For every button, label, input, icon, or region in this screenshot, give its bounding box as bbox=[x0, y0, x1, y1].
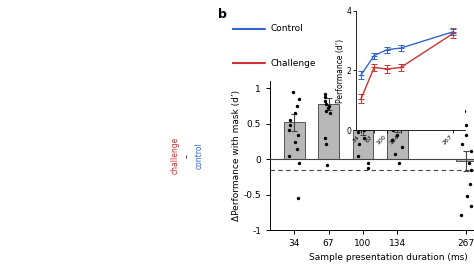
Text: b: b bbox=[218, 8, 227, 21]
Point bbox=[460, 109, 468, 113]
Point bbox=[321, 99, 329, 103]
Point bbox=[463, 194, 471, 198]
Point bbox=[294, 196, 301, 201]
Bar bbox=[318, 104, 339, 159]
Point bbox=[465, 161, 473, 165]
Point bbox=[285, 154, 293, 158]
Bar bbox=[387, 125, 408, 159]
Point bbox=[467, 203, 474, 208]
Point bbox=[292, 140, 299, 144]
Point bbox=[323, 163, 331, 167]
Point bbox=[388, 137, 396, 142]
Text: –: – bbox=[183, 154, 191, 158]
Point bbox=[295, 97, 303, 101]
Point bbox=[356, 141, 363, 146]
Point bbox=[285, 127, 293, 132]
Point bbox=[392, 111, 399, 115]
Text: Challenge: Challenge bbox=[270, 59, 316, 68]
Point bbox=[393, 132, 401, 137]
Point bbox=[459, 141, 466, 146]
Text: control: control bbox=[195, 143, 203, 169]
Point bbox=[360, 136, 368, 140]
Text: challenge: challenge bbox=[171, 137, 180, 175]
Point bbox=[326, 111, 334, 115]
Point bbox=[466, 182, 474, 186]
Point bbox=[356, 118, 364, 122]
Bar bbox=[456, 159, 474, 161]
Point bbox=[395, 161, 403, 165]
Point bbox=[463, 123, 470, 127]
Point bbox=[321, 95, 329, 99]
Point bbox=[324, 106, 332, 111]
Point bbox=[398, 144, 406, 149]
Point bbox=[463, 132, 470, 137]
Bar bbox=[284, 122, 304, 159]
Point bbox=[359, 123, 367, 127]
Point bbox=[322, 141, 330, 146]
Point bbox=[296, 161, 303, 165]
Point bbox=[364, 166, 372, 170]
Point bbox=[391, 151, 399, 156]
Point bbox=[293, 104, 301, 108]
Bar bbox=[353, 130, 373, 159]
Point bbox=[294, 132, 302, 137]
Point bbox=[289, 90, 297, 94]
Point bbox=[389, 127, 397, 132]
Point bbox=[393, 123, 401, 127]
Y-axis label: Performance (d’): Performance (d’) bbox=[336, 38, 345, 102]
Point bbox=[354, 130, 362, 135]
Point bbox=[467, 168, 474, 172]
Point bbox=[323, 102, 330, 106]
Point bbox=[389, 116, 397, 120]
Point bbox=[325, 104, 333, 108]
Point bbox=[359, 104, 366, 108]
Point bbox=[362, 111, 370, 115]
Point bbox=[322, 92, 329, 96]
Point bbox=[293, 147, 301, 151]
Point bbox=[321, 136, 328, 140]
Point bbox=[467, 149, 474, 153]
Point bbox=[322, 109, 330, 113]
Point bbox=[458, 212, 465, 217]
Text: Control: Control bbox=[270, 24, 303, 34]
Point bbox=[397, 106, 404, 111]
Point bbox=[360, 127, 368, 132]
Point bbox=[355, 154, 362, 158]
Point bbox=[287, 123, 294, 127]
Point bbox=[287, 118, 294, 122]
Point bbox=[292, 111, 299, 115]
Point bbox=[364, 161, 372, 165]
X-axis label: Sample presentation duration (ms): Sample presentation duration (ms) bbox=[310, 253, 468, 262]
Point bbox=[395, 120, 403, 125]
Y-axis label: ΔPerformance with mask (d’): ΔPerformance with mask (d’) bbox=[232, 90, 241, 221]
